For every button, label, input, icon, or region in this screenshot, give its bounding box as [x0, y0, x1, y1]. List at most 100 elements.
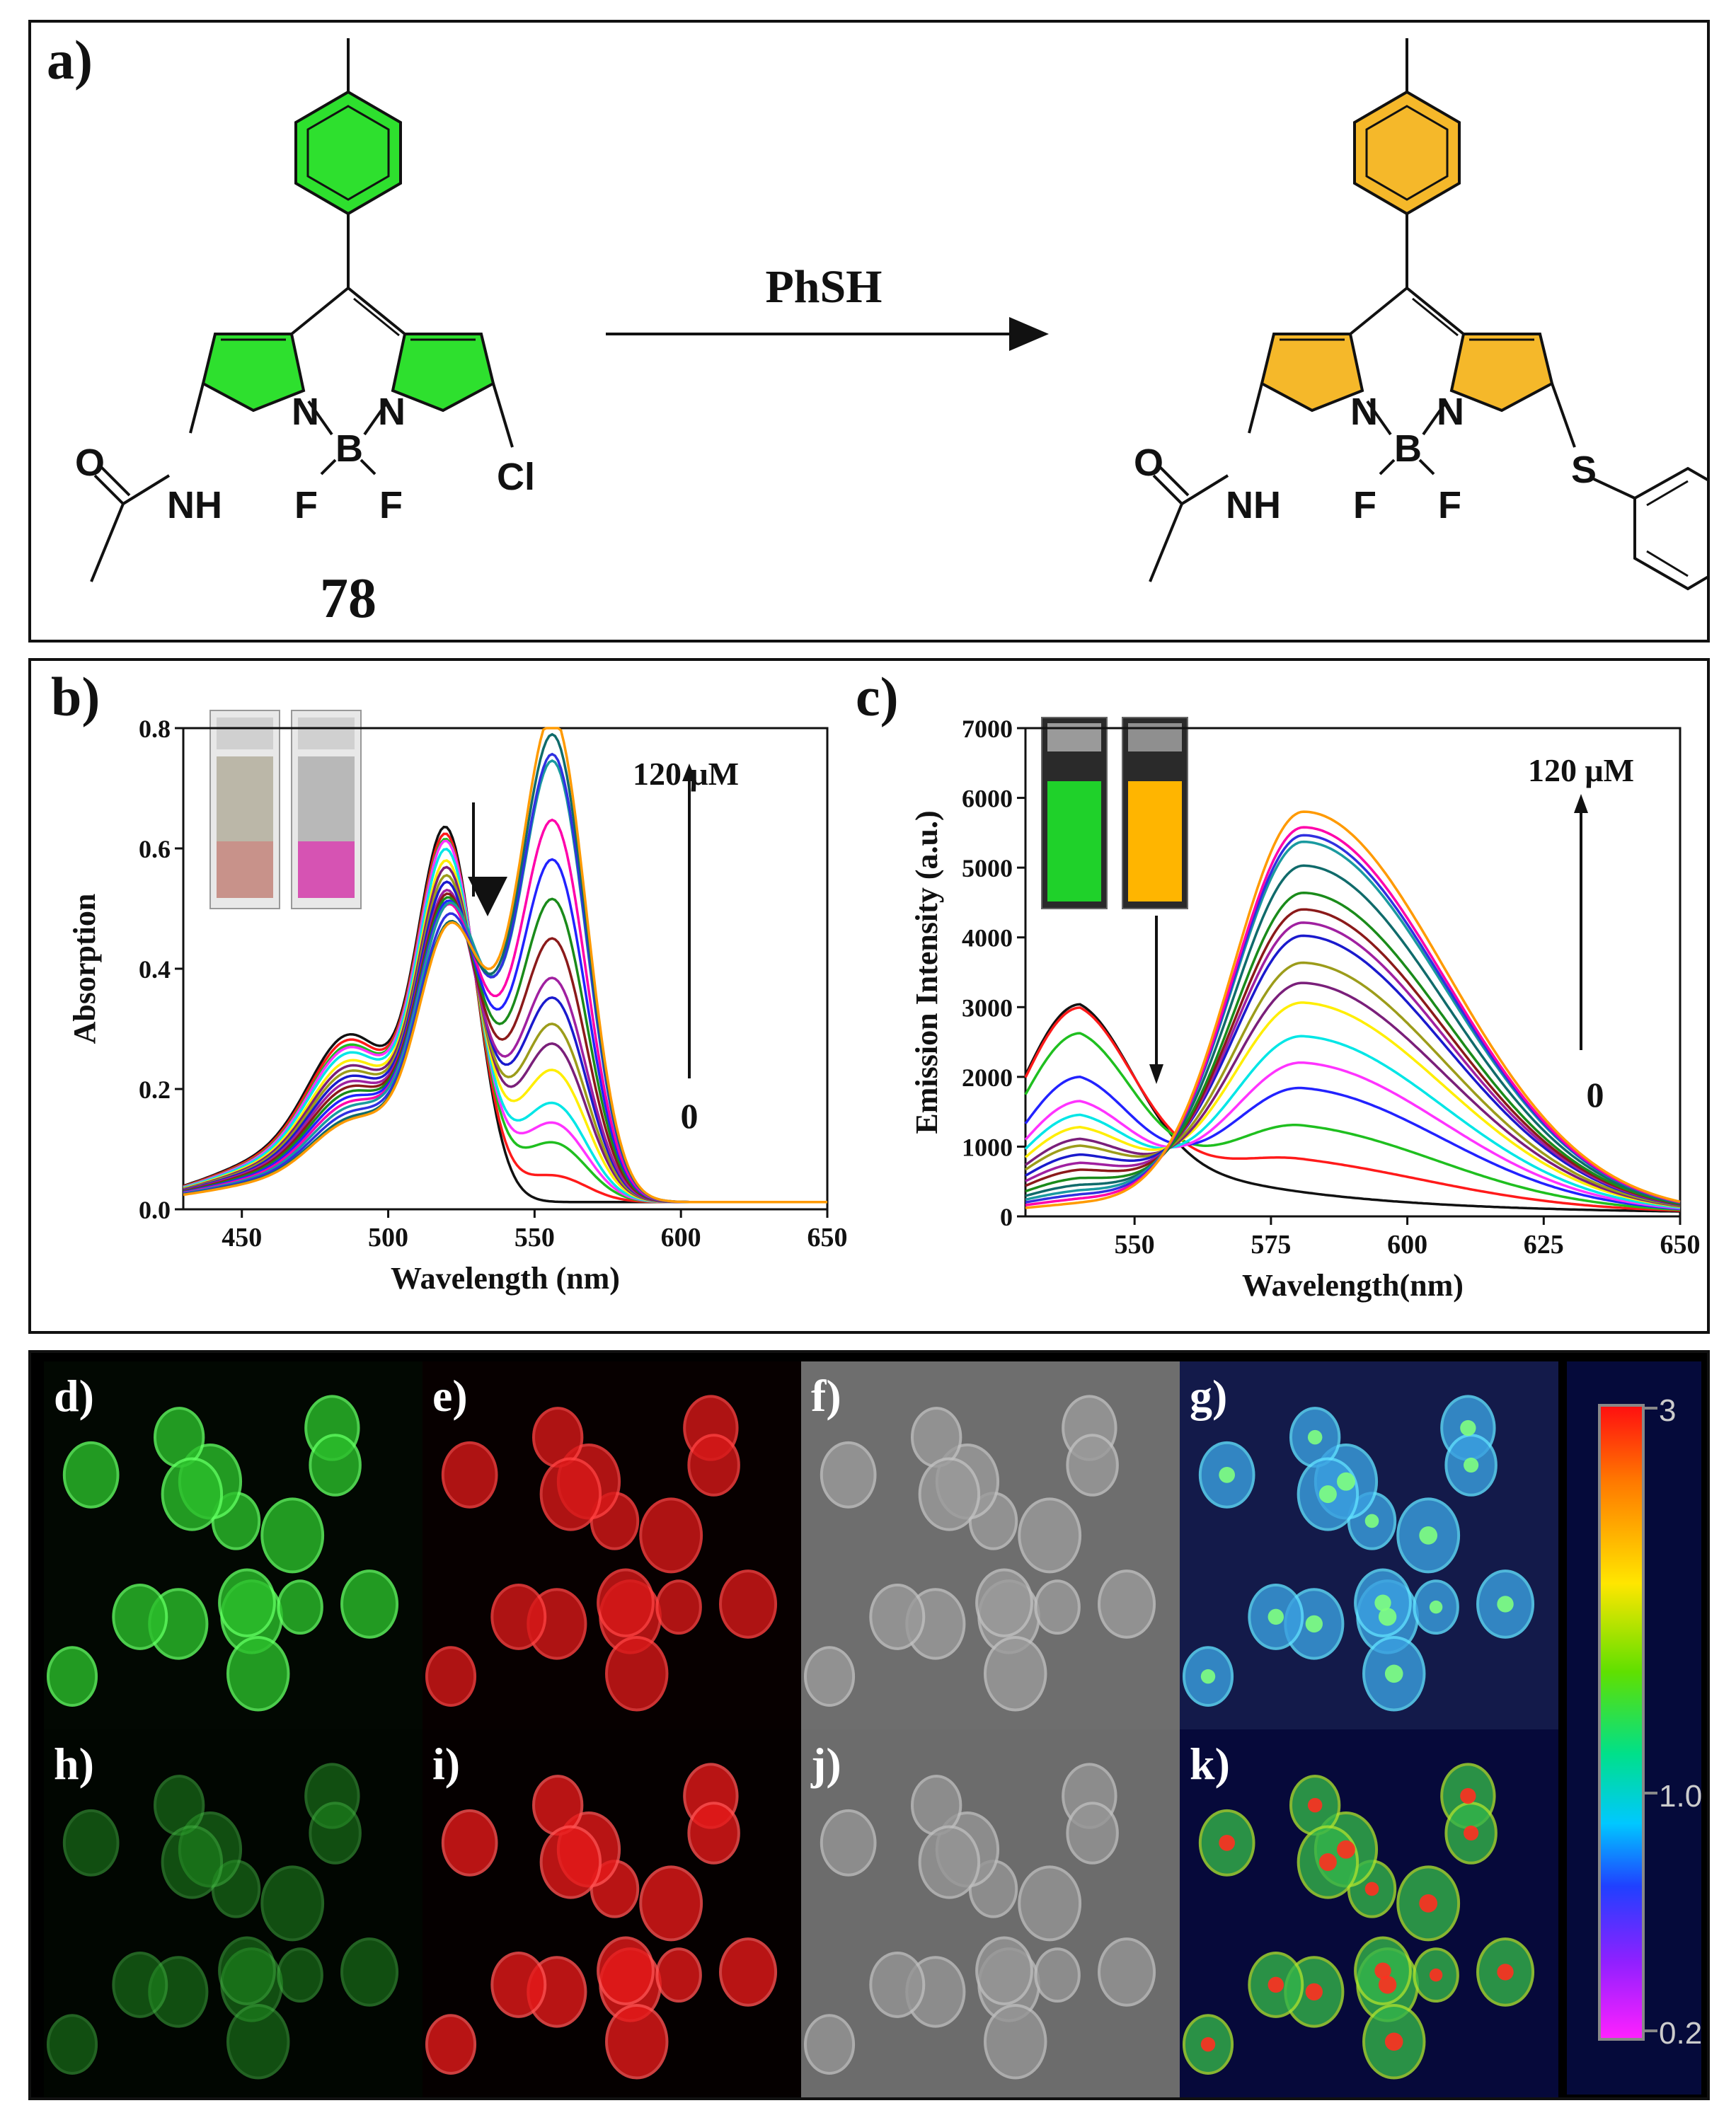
cell-d-5: [277, 1579, 323, 1635]
reactant-N-left: N: [292, 391, 319, 433]
cell-h-5: [277, 1947, 323, 2003]
cell-core-k-6: [1419, 1894, 1438, 1913]
cell-h-3: [218, 1936, 276, 2005]
micro-image-j: j): [801, 1729, 1180, 2097]
cell-e-1: [490, 1583, 547, 1650]
thiophenyl-ring: [1633, 466, 1707, 591]
micro-label-j: j): [811, 1739, 841, 1789]
compound-number: 78: [320, 568, 376, 630]
absorption-xtick-label: 550: [515, 1223, 555, 1252]
emission-conc-low: 0: [1587, 1075, 1604, 1114]
cell-d-10: [161, 1457, 224, 1531]
emission-ytick-label: 2000: [962, 1064, 1013, 1092]
cell-e-14: [441, 1441, 498, 1509]
product-phenyl-ring: [1353, 90, 1461, 216]
cell-e-5: [655, 1579, 702, 1635]
emission-xtick-label: 650: [1660, 1230, 1701, 1260]
micro-label-d: d): [54, 1371, 94, 1421]
cell-f-11: [911, 1407, 962, 1468]
cell-e-4: [687, 1434, 740, 1497]
cell-j-9: [984, 2004, 1047, 2080]
cell-core-g-10: [1318, 1485, 1337, 1504]
emission-ytick-label: 6000: [962, 785, 1013, 813]
reactant-Cl: Cl: [497, 456, 535, 498]
colorbar-area: 3 1.0 0.2: [1567, 1361, 1703, 2095]
cell-i-5: [655, 1947, 702, 2003]
micro-image-i: i): [422, 1729, 801, 2097]
panel-c-label: c): [856, 666, 899, 727]
cell-j-4: [1066, 1802, 1119, 1865]
cell-core-g-3: [1374, 1594, 1391, 1611]
absorption-ytick-label: 0.4: [139, 955, 171, 984]
cell-core-k-2: [1305, 1983, 1323, 2001]
emission-xtick-label: 625: [1524, 1230, 1564, 1260]
colorbar-tick-mid: 1.0: [1659, 1779, 1703, 1814]
micro-label-h: h): [54, 1739, 94, 1789]
cell-e-8: [719, 1569, 778, 1639]
emission-series-11: [1025, 908, 1681, 1206]
cell-h-11: [154, 1775, 205, 1836]
product-NH: NH: [1226, 484, 1281, 526]
emission-ylabel: Emission Intensity (a.u.): [909, 810, 944, 1134]
cell-j-8: [1098, 1937, 1156, 2007]
absorption-conc-low: 0: [681, 1096, 699, 1136]
emission-series-3: [1024, 1076, 1681, 1211]
cell-i-6: [639, 1865, 703, 1942]
emission-series-9: [1025, 934, 1681, 1206]
absorption-ytick-label: 0.8: [139, 715, 171, 743]
absorption-ytick-label: 0.2: [139, 1076, 171, 1104]
emission-ytick-label: 5000: [962, 854, 1013, 882]
cell-core-k-7: [1460, 1787, 1476, 1804]
cell-core-k-11: [1307, 1797, 1323, 1813]
panel-a-scheme: a): [28, 20, 1710, 643]
reactant-O: O: [75, 442, 105, 484]
cell-j-14: [820, 1809, 877, 1877]
cell-j-5: [1034, 1947, 1081, 2003]
cell-e-0: [425, 1646, 477, 1707]
cell-f-14: [820, 1441, 877, 1509]
cell-core-k-10: [1318, 1853, 1337, 1872]
absorption-ytick-label: 0.6: [139, 835, 171, 863]
reactant-B: B: [335, 427, 363, 470]
panel-b-label: b): [51, 666, 100, 727]
cell-h-0: [46, 2014, 98, 2075]
cell-e-11: [532, 1407, 584, 1468]
reactant-left-pyrrole: [201, 333, 306, 413]
absorption-series-17: [183, 727, 827, 1204]
absorption-xtick-label: 650: [807, 1223, 848, 1252]
emission-chart: 550 575 600 625 650 0 1000 2000 3000 4000 5000 6000…: [909, 715, 1701, 1303]
cell-f-1: [869, 1583, 926, 1650]
emission-ytick-label: 4000: [962, 924, 1013, 952]
cell-f-8: [1098, 1569, 1156, 1639]
cell-core-k-5: [1429, 1968, 1443, 1982]
cell-i-11: [532, 1775, 584, 1836]
cell-h-10: [161, 1825, 224, 1899]
cell-j-6: [1018, 1865, 1082, 1942]
cell-core-k-12: [1337, 1840, 1355, 1859]
reaction-scheme: N N B F F O NH Cl 78 PhSH: [75, 38, 1707, 630]
product-N-left: N: [1350, 391, 1378, 433]
absorption-xlabel: Wavelength (nm): [391, 1261, 620, 1296]
cell-core-g-7: [1460, 1419, 1476, 1436]
cell-d-6: [260, 1497, 325, 1574]
cell-core-g-5: [1429, 1600, 1443, 1614]
cell-core-k-14: [1219, 1834, 1236, 1851]
cell-d-4: [309, 1434, 362, 1497]
cell-core-g-14: [1219, 1466, 1236, 1483]
cell-core-g-4: [1464, 1457, 1479, 1473]
micro-image-g: g): [1180, 1361, 1558, 1729]
emission-series-13: [1025, 864, 1681, 1205]
cell-f-4: [1066, 1434, 1119, 1497]
cell-e-6: [639, 1497, 703, 1574]
cell-h-8: [340, 1937, 399, 2007]
cell-i-9: [605, 2004, 669, 2080]
cell-j-1: [869, 1951, 926, 2018]
colorbar-tick-bottom: 0.2: [1659, 2016, 1703, 2051]
emission-ytick-label: 1000: [962, 1133, 1013, 1161]
emission-conc-high: 120 μM: [1528, 752, 1634, 788]
cell-core-g-15: [1364, 1514, 1379, 1528]
emission-series-1: [1024, 1006, 1681, 1212]
absorption-xtick-label: 450: [222, 1223, 262, 1252]
cell-f-6: [1018, 1497, 1082, 1574]
emission-plot-frame: [1024, 727, 1682, 1218]
